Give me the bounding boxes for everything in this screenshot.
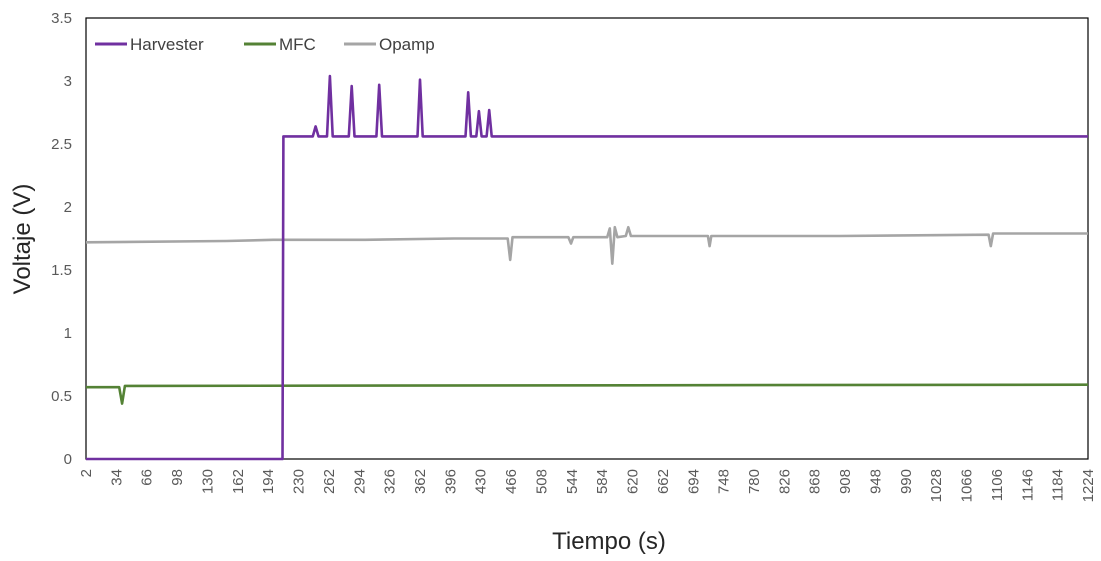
x-tick-label: 430 (473, 469, 490, 494)
x-tick-label: 908 (837, 469, 854, 494)
legend-label-harvester: Harvester (130, 35, 204, 54)
x-tick-label: 262 (321, 469, 338, 494)
y-axis-ticks: 0 0.5 1 1.5 2 2.5 3 3.5 (51, 10, 72, 468)
x-tick-label: 1184 (1050, 469, 1067, 501)
x-tick-label: 948 (867, 469, 884, 494)
x-tick-label: 162 (230, 469, 247, 494)
x-tick-label: 584 (594, 469, 611, 494)
x-tick-label: 508 (533, 469, 550, 494)
x-tick-label: 780 (746, 469, 763, 494)
series-line-mfc (86, 383, 1089, 405)
legend-label-opamp: Opamp (379, 35, 435, 54)
x-tick-label: 194 (260, 469, 277, 494)
x-tick-label: 826 (776, 469, 793, 494)
x-tick-label: 868 (807, 469, 824, 494)
series-layer (85, 74, 1089, 461)
x-tick-label: 662 (655, 469, 672, 494)
x-tick-label: 66 (139, 469, 156, 486)
x-tick-label: 34 (108, 469, 125, 486)
x-tick-label: 748 (716, 469, 733, 494)
x-tick-label: 98 (169, 469, 186, 486)
x-tick-label: 1066 (959, 469, 976, 502)
x-tick-label: 1106 (989, 469, 1006, 501)
x-tick-label: 294 (351, 469, 368, 494)
legend-label-mfc: MFC (279, 35, 316, 54)
y-axis-title: Voltaje (V) (9, 184, 36, 295)
x-tick-label: 326 (382, 469, 399, 494)
x-tick-label: 620 (625, 469, 642, 494)
x-tick-label: 1028 (928, 469, 945, 502)
x-tick-label: 466 (503, 469, 520, 494)
y-tick-label: 0 (64, 451, 72, 468)
x-axis-ticks: 2 34 66 98 130 162 194 230 262 294 326 362 396 430 466… (78, 469, 1097, 502)
x-tick-label: 230 (291, 469, 308, 494)
y-tick-label: 2 (64, 199, 72, 216)
x-tick-label: 544 (564, 469, 581, 494)
x-axis-title: Tiempo (s) (552, 528, 666, 555)
x-tick-label: 694 (685, 469, 702, 494)
x-tick-label: 362 (412, 469, 429, 494)
x-tick-label: 1224 (1080, 469, 1097, 502)
y-tick-label: 2.5 (51, 136, 72, 153)
x-tick-label: 396 (442, 469, 459, 494)
y-tick-label: 0.5 (51, 388, 72, 405)
y-tick-label: 1 (64, 325, 72, 342)
y-tick-label: 3 (64, 73, 72, 90)
series-line-harvester (86, 74, 1088, 461)
series-line-opamp (85, 225, 1088, 266)
legend: Harvester MFC Opamp (95, 35, 435, 54)
x-tick-label: 130 (199, 469, 216, 494)
x-tick-label: 1146 (1019, 469, 1036, 501)
y-tick-label: 1.5 (51, 262, 72, 279)
y-tick-label: 3.5 (51, 10, 72, 27)
x-tick-label: 990 (898, 469, 915, 494)
x-tick-label: 2 (78, 469, 95, 477)
